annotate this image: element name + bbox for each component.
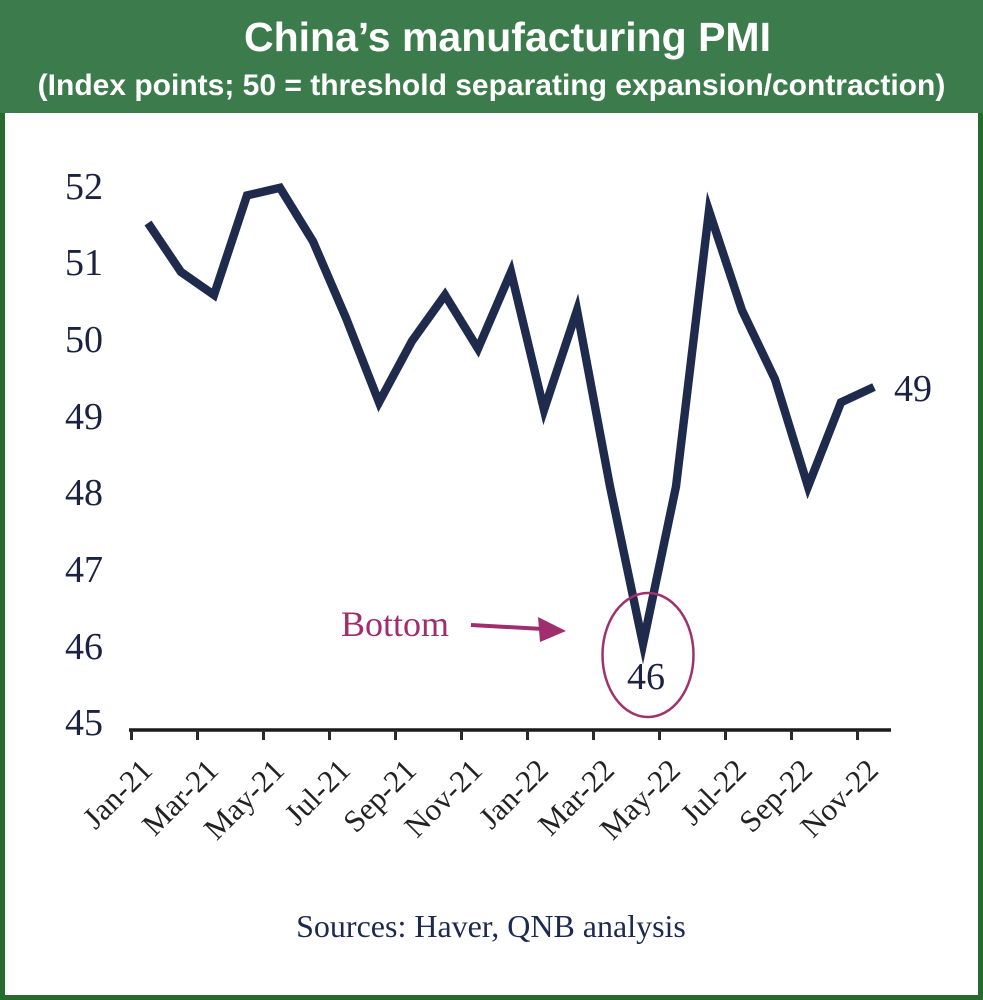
svg-text:51: 51 bbox=[65, 242, 103, 284]
svg-text:Sources: Haver, QNB analysis: Sources: Haver, QNB analysis bbox=[296, 908, 686, 944]
svg-text:46: 46 bbox=[627, 656, 665, 698]
svg-text:47: 47 bbox=[65, 549, 103, 591]
svg-text:52: 52 bbox=[65, 166, 103, 208]
svg-text:49: 49 bbox=[894, 368, 932, 410]
svg-text:50: 50 bbox=[65, 319, 103, 361]
svg-text:49: 49 bbox=[65, 396, 103, 438]
svg-text:48: 48 bbox=[65, 472, 103, 514]
svg-text:46: 46 bbox=[65, 626, 103, 668]
svg-text:45: 45 bbox=[65, 702, 103, 744]
svg-text:Bottom: Bottom bbox=[341, 604, 449, 644]
